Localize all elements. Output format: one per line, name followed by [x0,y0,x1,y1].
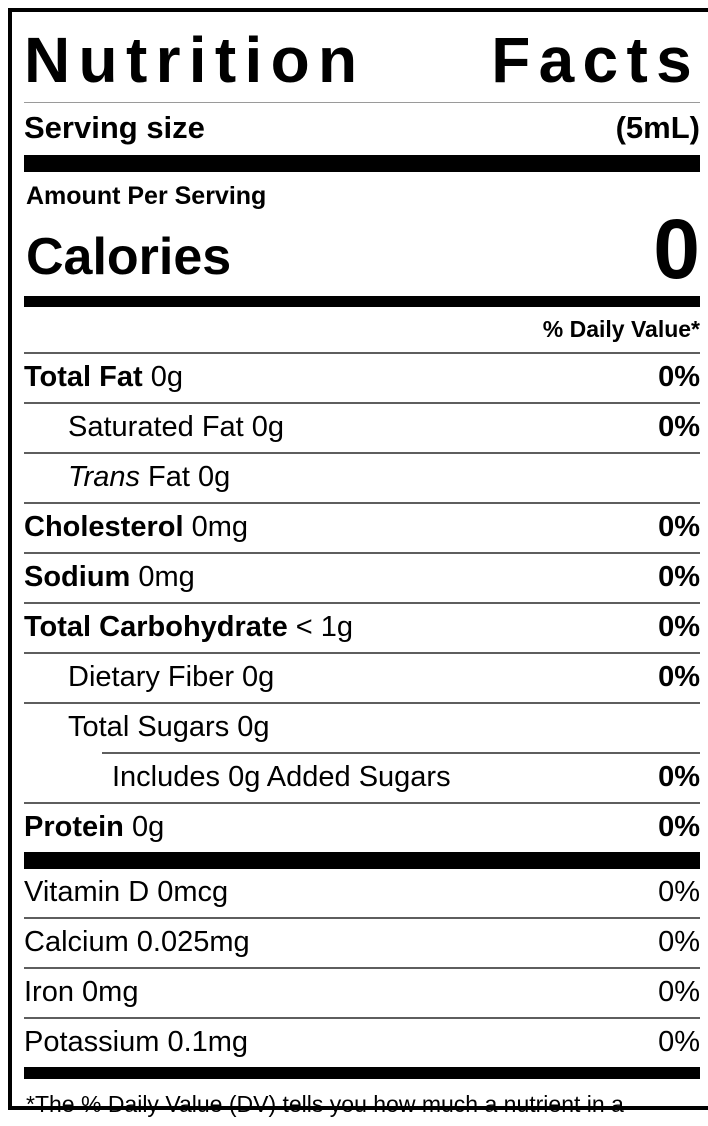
nutrient-amount: 0g [234,661,275,694]
nutrient-amount: 0g [123,811,165,844]
nutrient-row: Dietary Fiber 0g 0% [24,654,700,702]
calories-row: Calories 0 [24,202,700,296]
separator-bar-footer [24,1067,700,1080]
nutrient-percent: 0% [658,561,700,594]
daily-value-footnote: *The % Daily Value (DV) tells you how mu… [26,1091,694,1126]
nutrient-name: Vitamin D [24,876,150,909]
row-divider [24,402,700,405]
nutrient-percent: 0% [658,511,700,544]
separator-bar-medium [24,296,700,308]
nutrient-name: Iron [24,976,74,1009]
nutrient-percent: 0% [658,761,700,794]
nutrient-amount: 0mg [73,976,139,1009]
nutrient-amount: Fat 0g [139,461,231,494]
nutrient-name: Trans [68,461,140,494]
nutrient-amount: < 1g [287,611,354,644]
nutrient-name: Cholesterol [24,511,184,544]
nutrient-row: Trans Fat 0g [24,454,700,502]
label-panel: Nutrition Facts Serving size (5mL) Amoun… [8,8,708,1126]
nutrient-amount: 0g [229,711,270,744]
row-divider [24,452,700,455]
nutrient-percent: 0% [658,661,700,694]
nutrient-percent: 0% [658,811,700,844]
nutrient-name: Saturated Fat [68,411,244,444]
row-divider [24,552,700,555]
nutrient-name: Calcium [24,926,129,959]
nutrient-percent: 0% [658,1026,700,1059]
separator-bar-thick-bottom [24,852,700,870]
nutrient-row: Saturated Fat 0g 0% [24,404,700,452]
nutrient-percent: 0% [658,926,700,959]
serving-size-value: (5mL) [615,110,700,145]
nutrient-percent: 0% [658,976,700,1009]
nutrient-name: Sodium [24,561,131,594]
nutrient-row: Total Sugars 0g [24,704,700,752]
nutrient-percent: 0% [658,361,700,394]
nutrient-row: Sodium 0mg 0% [24,554,700,602]
row-divider [24,917,700,920]
nutrient-name: Total Sugars [68,711,230,744]
nutrient-row: Cholesterol 0mg 0% [24,504,700,552]
nutrient-percent: 0% [658,876,700,909]
title-word-facts: Facts [491,24,700,96]
nutrient-row: Includes 0g Added Sugars 0% [24,754,700,802]
calories-value: 0 [653,202,700,296]
title-word-nutrition: Nutrition [24,24,366,96]
amount-per-serving-label: Amount Per Serving [26,182,267,210]
row-divider [24,967,700,970]
nutrient-amount: 0.025mg [128,926,250,959]
nutrient-row: Total Carbohydrate < 1g 0% [24,604,700,652]
nutrient-name: Dietary Fiber [68,661,234,694]
row-divider [24,602,700,605]
row-divider [24,802,700,805]
daily-value-header: % Daily Value* [542,316,700,343]
nutrient-amount: 0g [142,361,184,394]
nutrient-name: Protein [24,811,124,844]
row-divider [102,752,700,755]
nutrients-section: Total Fat 0g 0% Saturated Fat 0g 0% Tran… [24,354,700,852]
nutrient-amount: 0.1mg [159,1026,249,1059]
divider-under-title [24,102,700,103]
divider-under-dv-header [24,352,700,355]
vitamin-row: Calcium 0.025mg 0% [24,919,700,967]
nutrient-amount: 0mg [183,511,249,544]
row-divider [24,702,700,705]
serving-size-label: Serving size [24,110,205,145]
row-divider [24,652,700,655]
nutrient-amount: 0mg [130,561,195,594]
row-divider [24,502,700,505]
serving-size-row: Serving size (5mL) [24,103,700,155]
nutrient-percent: 0% [658,611,700,644]
vitamin-row: Potassium 0.1mg 0% [24,1019,700,1067]
nutrient-row: Total Fat 0g 0% [24,354,700,402]
label-title: Nutrition Facts [24,12,700,102]
vitamin-row: Iron 0mg 0% [24,969,700,1017]
nutrient-amount: 0g [243,411,285,444]
row-divider [24,1017,700,1020]
nutrient-name: Total Carbohydrate [24,611,288,644]
nutrient-amount: 0mcg [149,876,229,909]
calories-label: Calories [26,228,232,287]
vitamin-row: Vitamin D 0mcg 0% [24,869,700,917]
nutrient-name: Includes 0g Added Sugars [112,761,451,794]
nutrient-row: Protein 0g 0% [24,804,700,852]
nutrient-name: Potassium [24,1026,160,1059]
nutrient-percent: 0% [658,411,700,444]
vitamins-section: Vitamin D 0mcg 0% Calcium 0.025mg 0% Iro… [24,869,700,1067]
separator-bar-thick-top [24,155,700,172]
nutrient-name: Total Fat [24,361,143,394]
